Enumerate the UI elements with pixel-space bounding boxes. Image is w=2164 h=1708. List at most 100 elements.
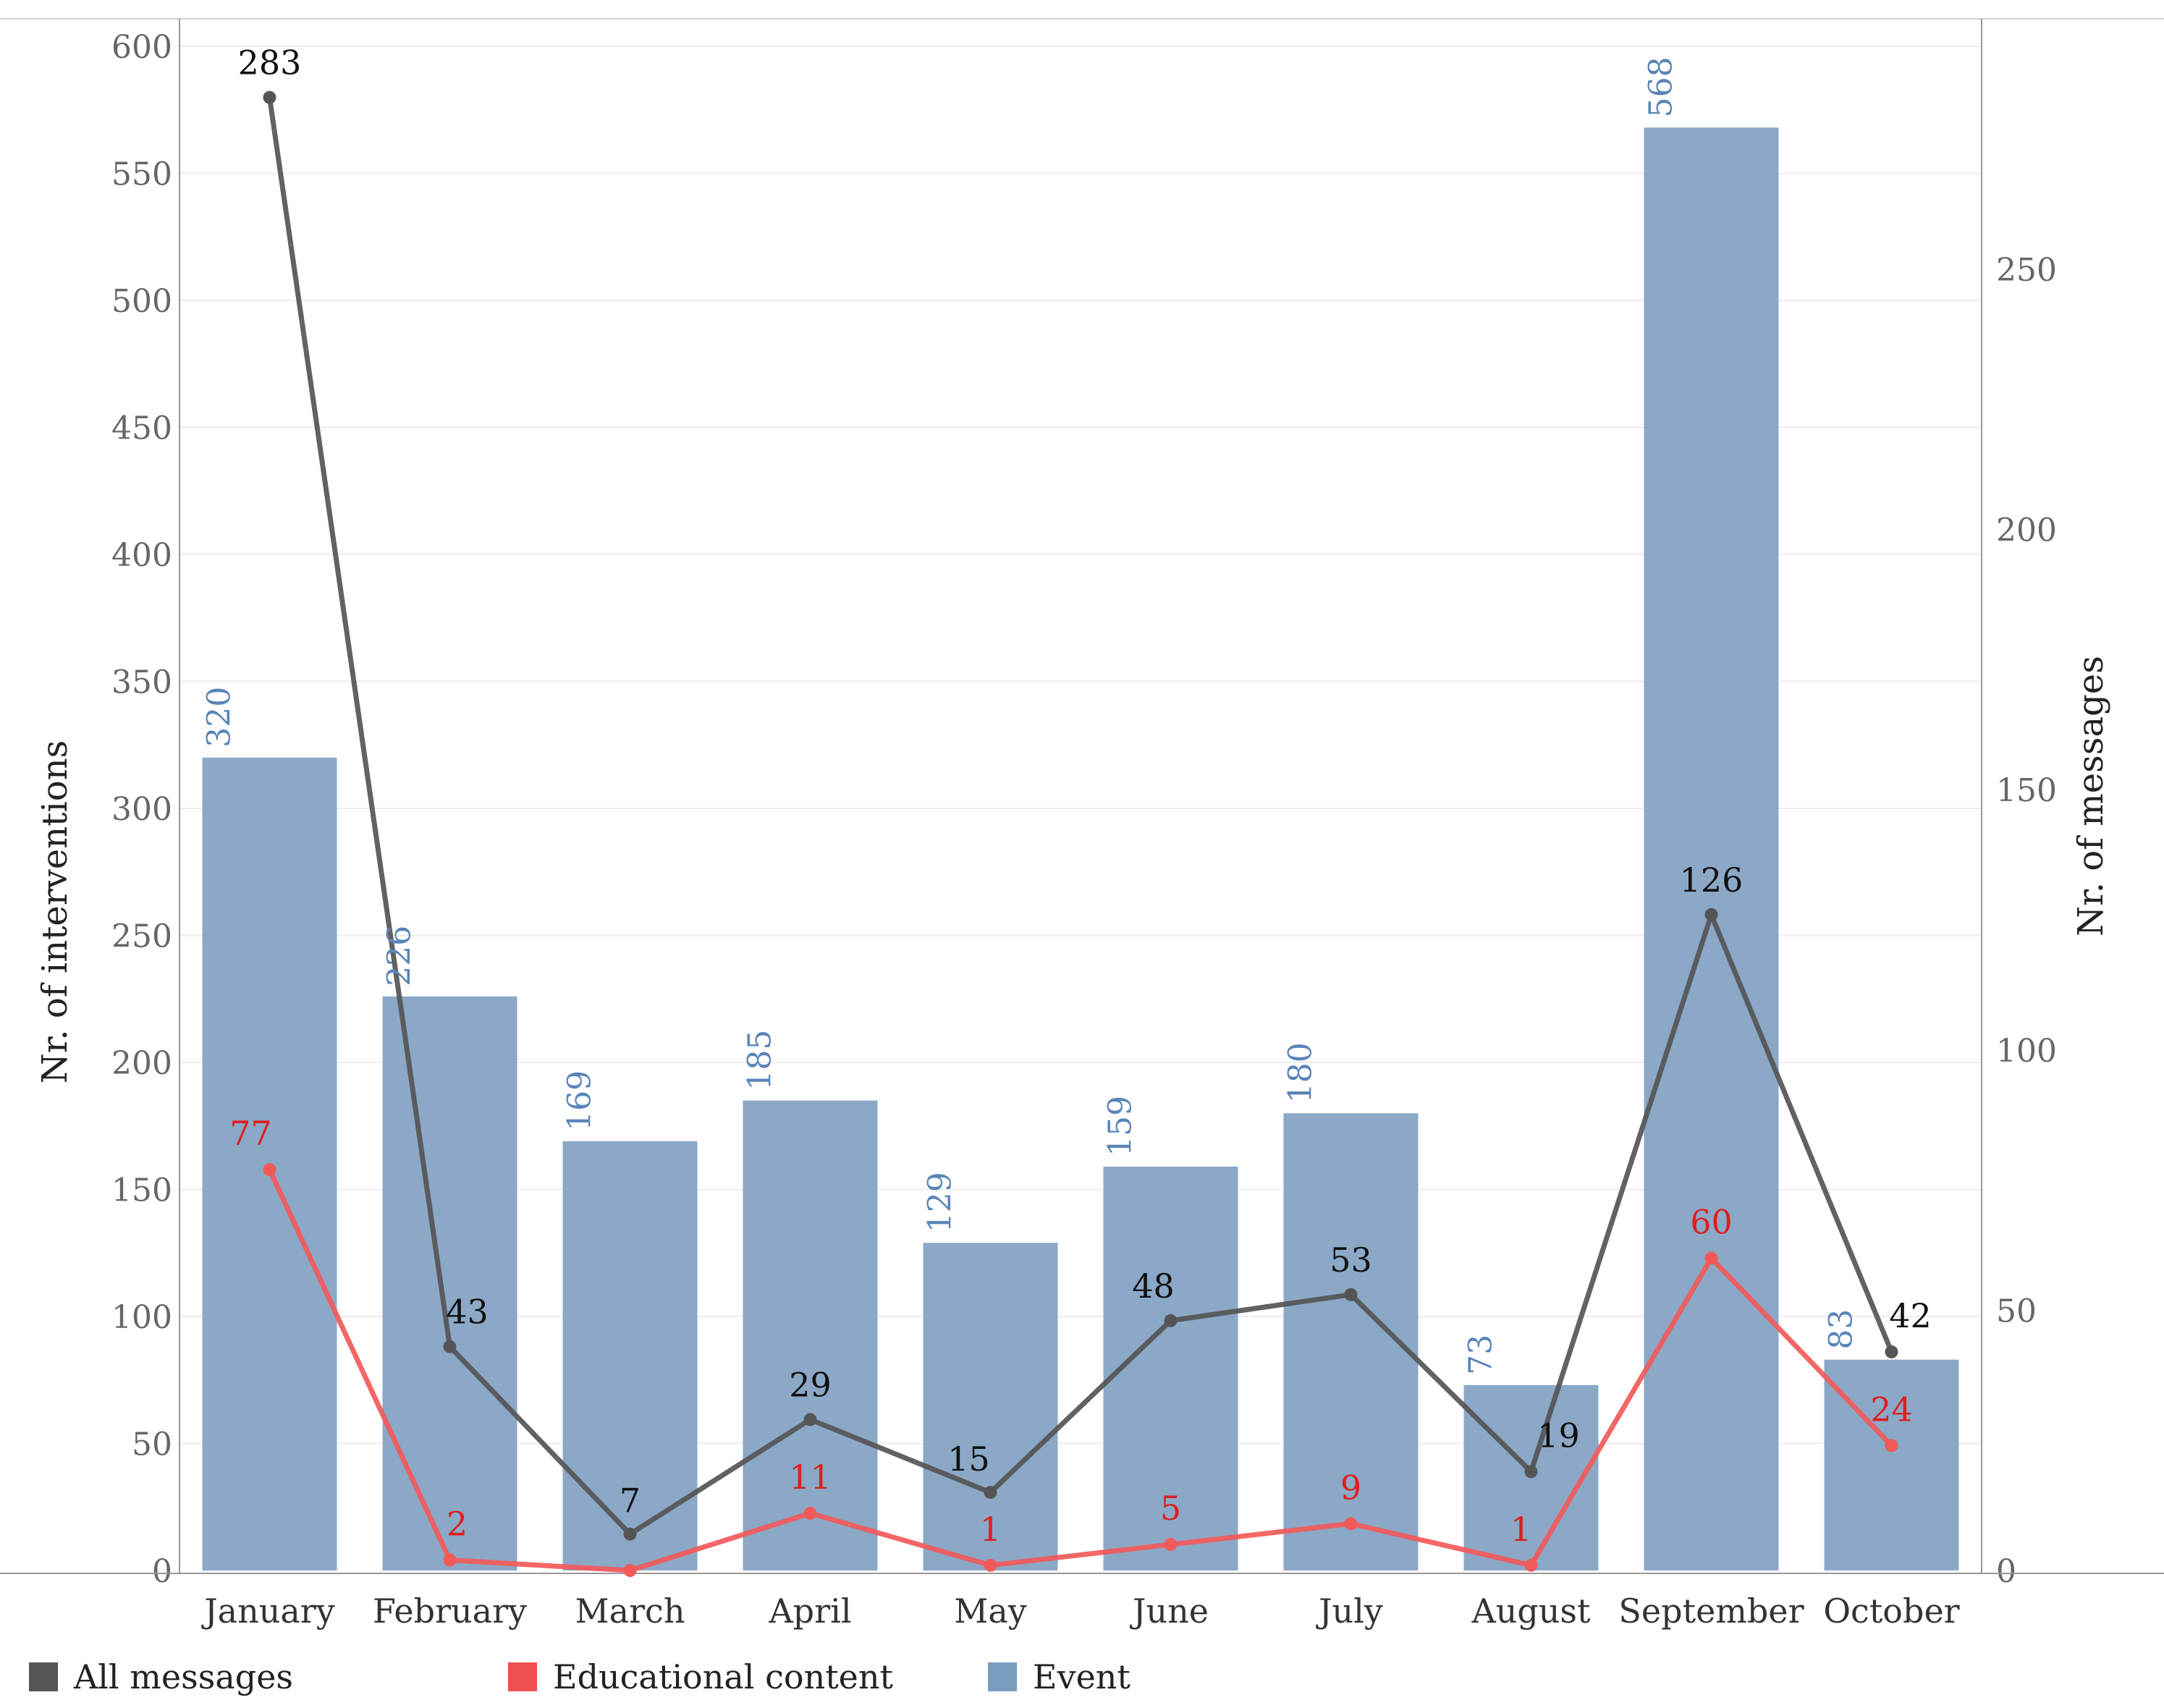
x-tick-label: September [1618, 1591, 1804, 1631]
point-educational-content [1524, 1558, 1538, 1572]
x-tick-label: April [768, 1591, 851, 1631]
left-tick-label: 100 [111, 1299, 172, 1336]
left-tick-label: 250 [111, 918, 172, 955]
point-all-messages [1524, 1465, 1538, 1479]
bar-data-label: 320 [201, 687, 238, 748]
data-label-all-messages: 283 [238, 43, 302, 83]
axes: 0 50 100 150 200 250 300 350 400 450 500 550 600 0 50 1… [0, 18, 2164, 1631]
legend-item-educational-content[interactable]: Educational content [508, 1657, 893, 1696]
point-educational-content [1344, 1517, 1358, 1531]
point-all-messages [1164, 1314, 1178, 1327]
bar-data-label: 159 [1102, 1096, 1139, 1157]
point-all-messages [443, 1340, 457, 1353]
data-label-educational-content: 9 [1340, 1468, 1361, 1507]
left-tick-label: 300 [111, 791, 172, 828]
right-tick-label: 200 [1996, 512, 2057, 549]
legend-item-all-messages[interactable]: All messages [29, 1657, 293, 1696]
bar-data-label: 180 [1282, 1042, 1319, 1103]
bar-data-label: 226 [381, 926, 418, 986]
data-label-educational-content: 77 [229, 1114, 272, 1153]
left-tick-label: 400 [111, 537, 172, 574]
data-label-all-messages: 7 [620, 1481, 641, 1521]
data-label-all-messages: 15 [947, 1439, 990, 1479]
data-label-all-messages: 19 [1537, 1416, 1580, 1455]
data-label-educational-content: 2 [447, 1505, 468, 1544]
right-tick-label: 0 [1996, 1553, 2016, 1590]
right-tick-label: 250 [1996, 252, 2057, 289]
bar-data-label: 568 [1643, 56, 1680, 117]
left-tick-label: 550 [111, 156, 172, 193]
data-labels: 3202261691851291591807356883283437291548… [201, 43, 1932, 1549]
data-label-all-messages: 29 [789, 1365, 832, 1404]
legend-swatch-educational-content [508, 1662, 537, 1691]
point-all-messages [263, 90, 276, 104]
bar-event [562, 1141, 698, 1570]
data-label-educational-content: 60 [1690, 1202, 1733, 1241]
x-tick-label: February [373, 1591, 527, 1631]
left-tick-label: 0 [152, 1553, 172, 1590]
x-tick-label: October [1823, 1591, 1959, 1631]
point-educational-content [1704, 1251, 1718, 1265]
point-all-messages [984, 1486, 997, 1500]
data-label-all-messages: 43 [446, 1293, 489, 1332]
right-tick-label: 50 [1996, 1293, 2037, 1329]
data-label-all-messages: 126 [1680, 861, 1744, 900]
bar-event [1644, 127, 1779, 1570]
data-label-all-messages: 48 [1132, 1267, 1175, 1306]
legend-label-all-messages: All messages [74, 1657, 294, 1696]
left-tick-label: 600 [111, 29, 172, 66]
legend: All messages Educational content Event [29, 1657, 2128, 1701]
bar-event [1103, 1166, 1238, 1570]
x-tick-label: January [201, 1591, 335, 1631]
data-label-educational-content: 24 [1870, 1390, 1913, 1429]
left-tick-label: 500 [111, 283, 172, 320]
legend-label-educational-content: Educational content [553, 1657, 894, 1696]
bar-data-label: 73 [1463, 1335, 1500, 1375]
bar-data-label: 185 [742, 1030, 779, 1091]
line-educational-content [267, 1168, 1894, 1573]
x-tick-label: June [1130, 1591, 1209, 1631]
left-tick-label: 150 [111, 1172, 172, 1209]
left-axis-title: Nr. of interventions [35, 740, 75, 1084]
point-all-messages [1885, 1345, 1898, 1358]
point-educational-content [1164, 1538, 1178, 1552]
point-educational-content [263, 1163, 276, 1177]
point-all-messages [1344, 1288, 1358, 1301]
data-label-all-messages: 53 [1330, 1240, 1372, 1280]
point-all-messages [803, 1413, 817, 1426]
point-educational-content [623, 1564, 637, 1577]
point-all-messages [1704, 908, 1718, 921]
left-tick-label: 200 [111, 1045, 172, 1082]
data-label-educational-content: 1 [980, 1510, 1001, 1549]
data-label-all-messages: 42 [1889, 1296, 1932, 1335]
point-all-messages [623, 1527, 637, 1541]
legend-swatch-all-messages [29, 1662, 58, 1691]
x-tick-label: May [954, 1591, 1027, 1631]
legend-item-event[interactable]: Event [988, 1657, 1130, 1696]
point-educational-content [984, 1558, 997, 1572]
bars [202, 127, 1959, 1570]
bar-event [382, 996, 517, 1570]
data-label-educational-content: 5 [1160, 1489, 1181, 1528]
bar-event [1824, 1359, 1959, 1570]
right-tick-label: 100 [1996, 1033, 2057, 1070]
bar-event [743, 1100, 878, 1570]
legend-label-event: Event [1033, 1657, 1130, 1696]
x-tick-label: March [575, 1591, 685, 1631]
bar-data-label: 83 [1823, 1309, 1860, 1350]
left-tick-label: 50 [132, 1426, 172, 1463]
data-label-educational-content: 11 [789, 1458, 832, 1497]
left-tick-label: 450 [111, 410, 172, 447]
line-all-messages [267, 97, 1894, 1537]
bar-event [923, 1243, 1058, 1570]
legend-swatch-event [988, 1662, 1017, 1691]
right-tick-label: 150 [1996, 772, 2057, 809]
bar-data-label: 169 [562, 1070, 599, 1131]
point-educational-content [443, 1553, 457, 1567]
point-educational-content [803, 1506, 817, 1520]
x-tick-label: August [1471, 1591, 1591, 1631]
series-lines [263, 90, 1898, 1577]
right-axis-title: Nr. of messages [2071, 656, 2111, 937]
data-label-educational-content: 1 [1510, 1510, 1531, 1549]
